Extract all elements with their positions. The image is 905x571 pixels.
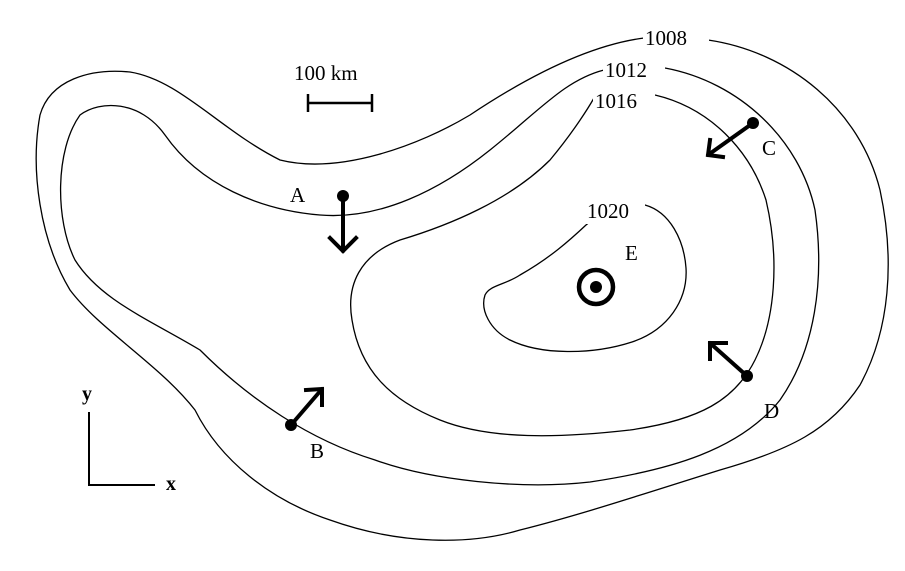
station-e-label: E: [625, 241, 638, 265]
station-b: B: [285, 389, 324, 463]
station-b-wind-shaft: [291, 389, 322, 425]
isobar-label-1020: 1020: [585, 198, 645, 224]
scale-bar-label: 100 km: [294, 61, 358, 85]
high-pressure-center-dot: [590, 281, 602, 293]
isobar-label-1008-text: 1008: [645, 26, 687, 50]
station-c-wind-shaft: [708, 123, 753, 155]
station-c-label: C: [762, 136, 776, 160]
axis-x-label: x: [166, 473, 176, 495]
axes: y x: [82, 383, 176, 495]
scale-bar: 100 km: [294, 61, 372, 112]
isobar-label-1020-text: 1020: [587, 199, 629, 223]
isobar-label-1012: 1012: [603, 57, 665, 83]
station-a: A: [290, 183, 356, 251]
isobar-label-1012-text: 1012: [605, 58, 647, 82]
axis-y-label: y: [82, 383, 92, 405]
station-a-label: A: [290, 183, 306, 207]
isobar-1020-line: [484, 204, 686, 351]
isobar-label-1008: 1008: [643, 25, 709, 51]
station-d: D: [710, 343, 779, 423]
station-e: E: [579, 241, 638, 304]
station-b-label: B: [310, 439, 324, 463]
station-d-wind-shaft: [710, 343, 747, 376]
isobar-label-1016: 1016: [593, 88, 655, 114]
isobar-label-1016-text: 1016: [595, 89, 637, 113]
isobar-1008-line: [36, 38, 888, 540]
station-d-label: D: [764, 399, 779, 423]
isobar-1012-line: [61, 68, 819, 485]
